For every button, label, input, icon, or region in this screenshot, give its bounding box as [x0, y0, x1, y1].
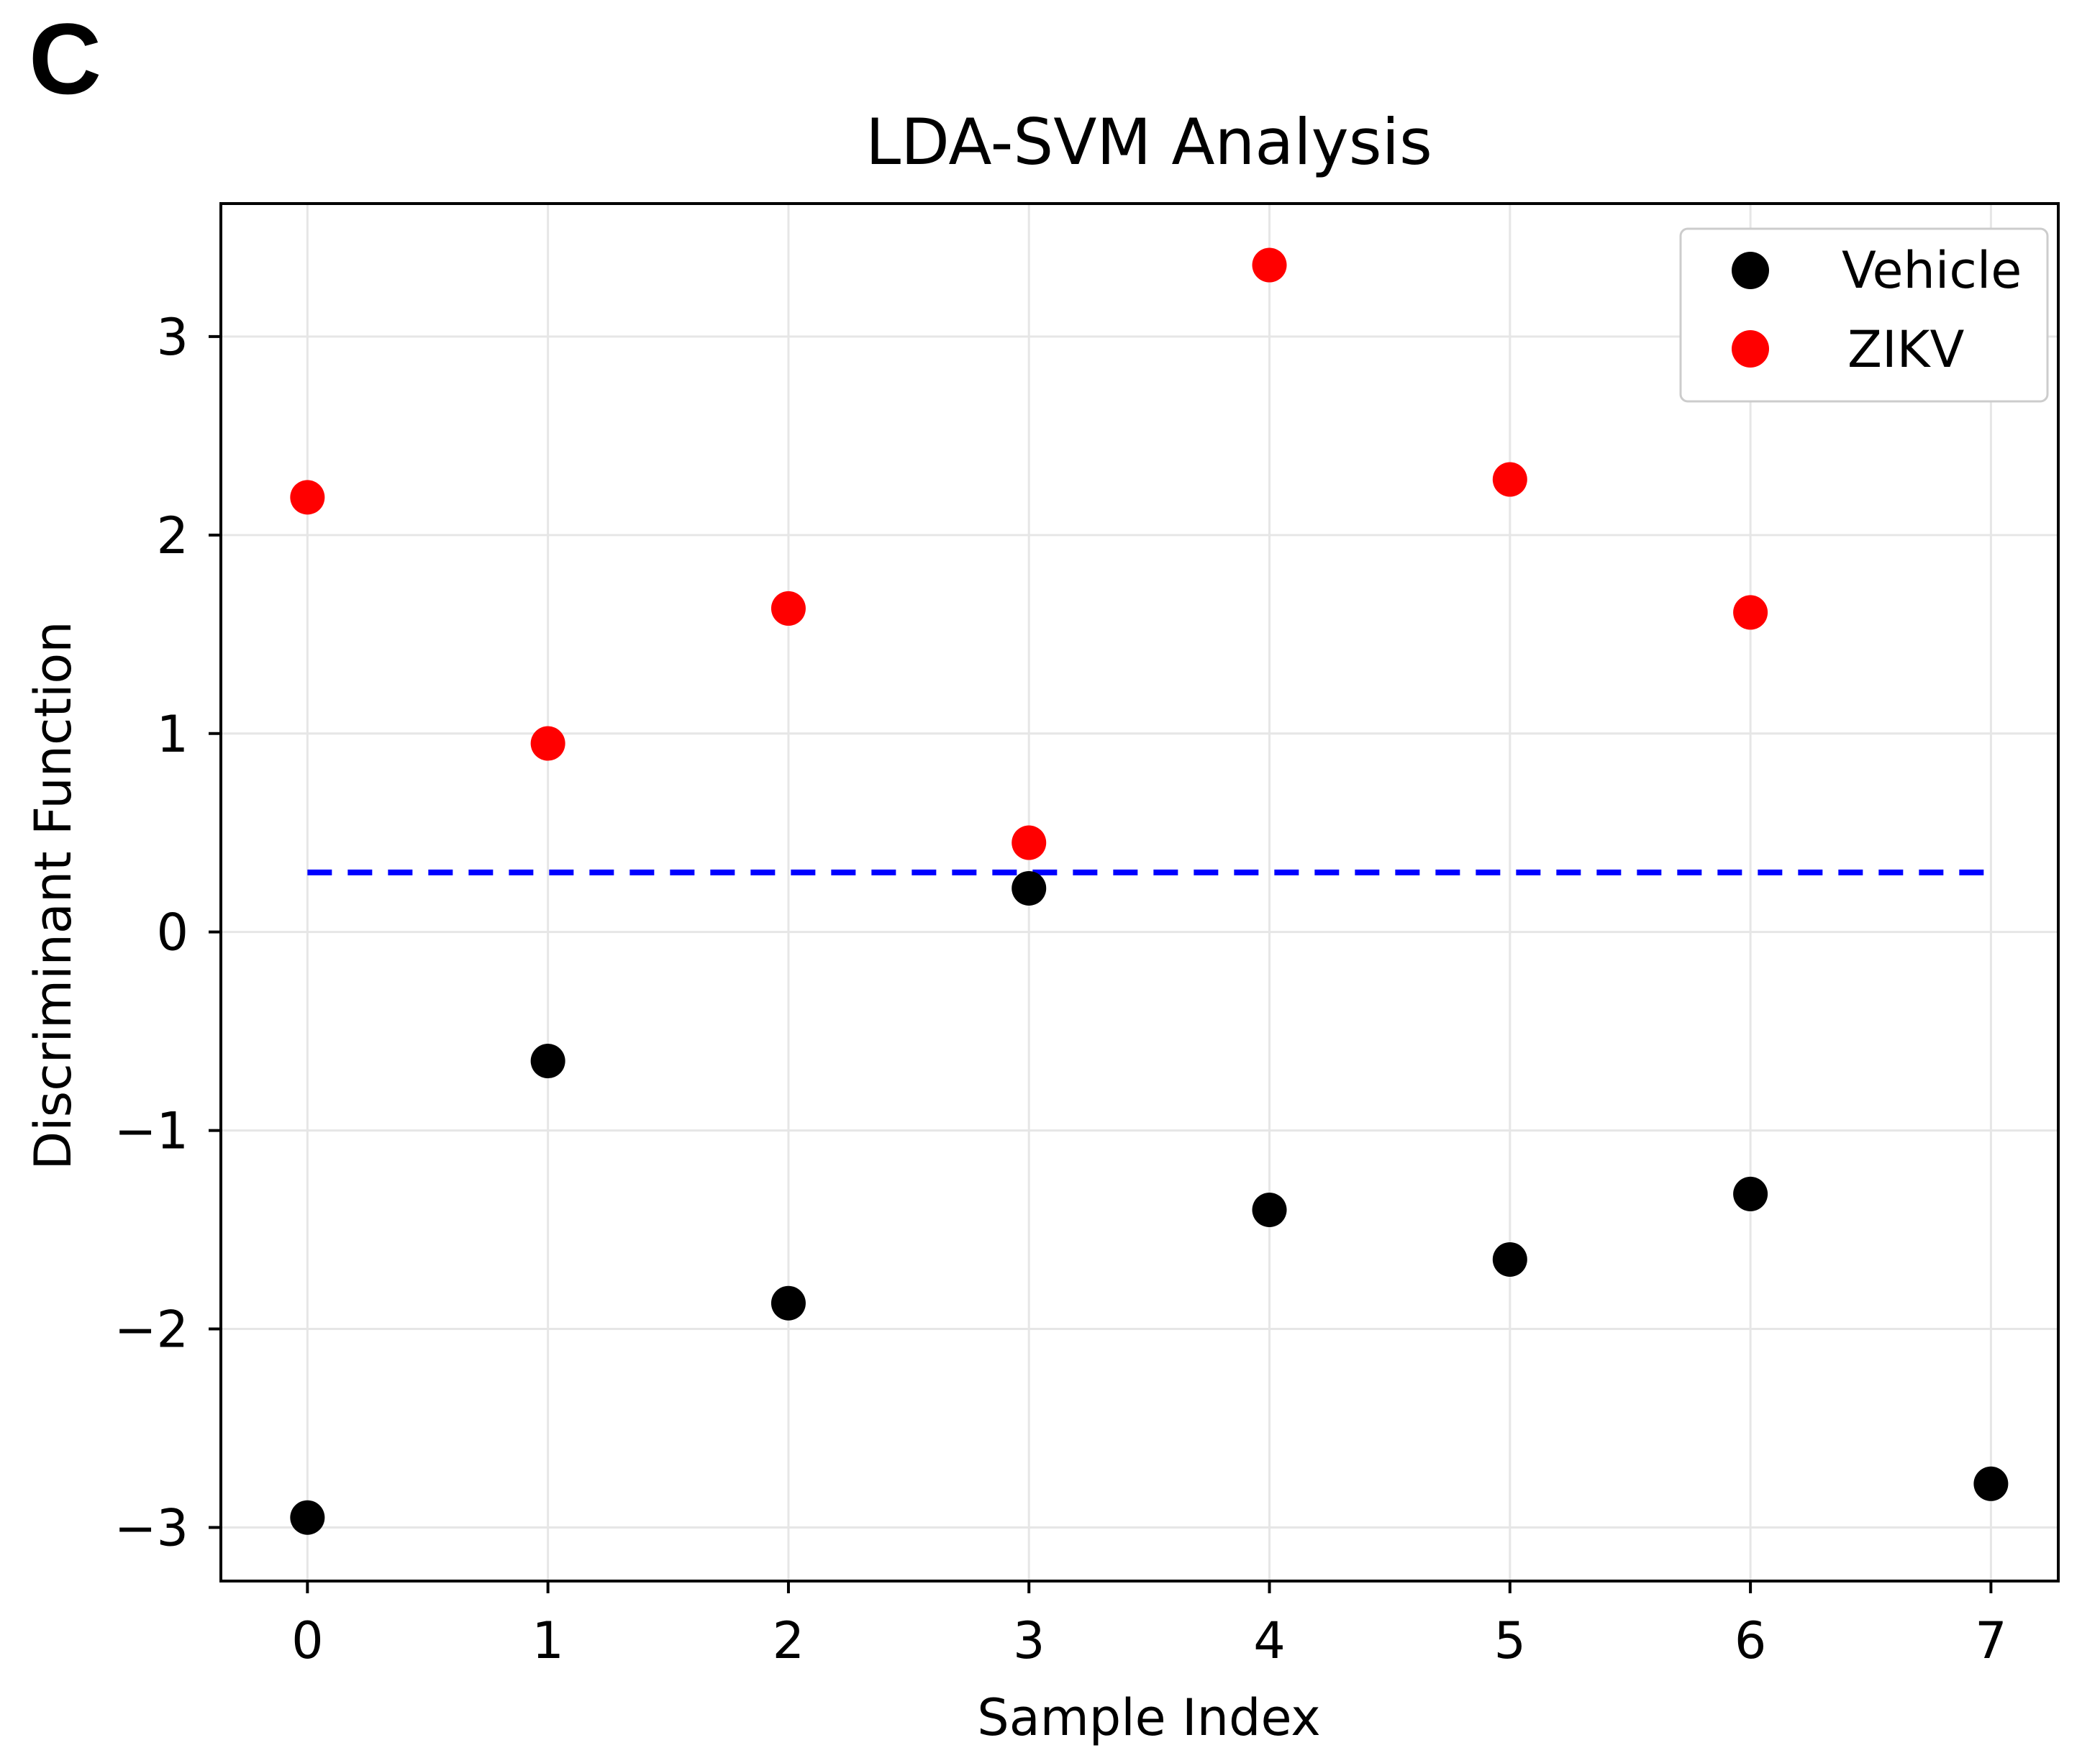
chart-title: LDA-SVM Analysis	[865, 105, 1432, 179]
point-vehicle-0	[290, 1500, 325, 1535]
x-tick-label-3: 3	[1013, 1611, 1045, 1670]
x-tick-label-1: 1	[532, 1611, 564, 1670]
point-zikv-4	[1252, 247, 1287, 283]
point-zikv-2	[771, 591, 806, 626]
data-points	[290, 247, 2009, 1535]
y-tick-label-4: 1	[156, 705, 188, 764]
y-tick-label-6: 3	[156, 308, 188, 367]
point-zikv-5	[1492, 462, 1527, 497]
point-zikv-3	[1012, 825, 1047, 860]
point-vehicle-1	[530, 1044, 565, 1079]
x-tick-label-5: 5	[1494, 1611, 1527, 1670]
y-tick-label-5: 2	[156, 506, 188, 565]
legend-label-zikv: ZIKV	[1847, 320, 1965, 379]
point-vehicle-3	[1012, 870, 1047, 906]
x-tick-label-6: 6	[1735, 1611, 1767, 1670]
point-vehicle-2	[771, 1285, 806, 1321]
point-zikv-1	[530, 726, 565, 761]
point-zikv-6	[1733, 595, 1768, 630]
legend-marker-zikv	[1732, 330, 1769, 368]
legend-marker-vehicle	[1732, 252, 1769, 289]
grid-lines	[221, 204, 2058, 1581]
point-vehicle-4	[1252, 1192, 1287, 1227]
y-tick-label-3: 0	[156, 903, 188, 962]
legend-box	[1679, 227, 2049, 403]
legend: Vehicle ZIKV	[1679, 227, 2049, 403]
axes-frame	[219, 202, 2060, 1582]
point-vehicle-6	[1733, 1176, 1768, 1211]
panel-label: C	[29, 2, 101, 115]
y-tick-label-0: −3	[114, 1498, 188, 1557]
point-vehicle-5	[1492, 1242, 1527, 1277]
x-tick-label-2: 2	[773, 1611, 805, 1670]
x-tick-label-0: 0	[291, 1611, 324, 1670]
legend-label-vehicle: Vehicle	[1842, 241, 2022, 300]
y-tick-label-1: −2	[114, 1301, 188, 1360]
y-tick-label-2: −1	[114, 1102, 188, 1161]
point-vehicle-7	[1973, 1466, 2009, 1501]
x-tick-label-7: 7	[1975, 1611, 2007, 1670]
x-axis-label: Sample Index	[977, 1688, 1320, 1747]
y-axis-label: Discriminant Function	[24, 621, 83, 1170]
x-tick-label-4: 4	[1253, 1611, 1286, 1670]
axis-ticks: 0 1 2 3 4 5 6 7 −3 −2 −1 0 1 2 3	[114, 308, 2007, 1670]
point-zikv-0	[290, 480, 325, 515]
